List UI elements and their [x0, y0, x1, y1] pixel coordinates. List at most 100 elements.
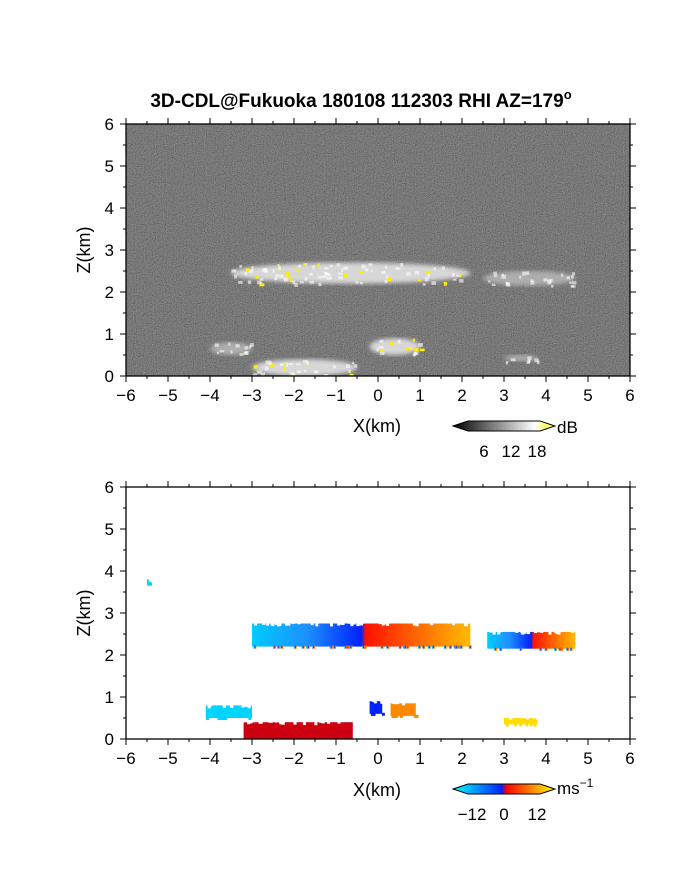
reflectivity-colorbar-bar	[451, 420, 557, 432]
velocity-echo-pixel	[455, 645, 459, 649]
reflectivity-echo-speckle	[338, 276, 343, 280]
velocity-echo-pixel	[468, 645, 472, 649]
velocity-y-tick-label: 1	[105, 688, 114, 707]
velocity-echo-pixel	[381, 622, 385, 626]
velocity-echo-pixel	[346, 645, 350, 649]
velocity-x-tick-label: 6	[625, 749, 634, 768]
velocity-echo-pixel	[529, 723, 533, 727]
velocity-echo-pixel	[149, 578, 153, 582]
reflectivity-echo-speckle	[288, 362, 294, 366]
velocity-echo-pixel	[277, 645, 281, 649]
reflectivity-echo-speckle	[534, 358, 539, 363]
reflectivity-echo-speckle	[235, 344, 240, 348]
velocity-echo-pixel	[494, 647, 498, 651]
reflectivity-echo-speckle	[459, 279, 464, 283]
velocity-x-tick-label: −5	[158, 749, 177, 768]
reflectivity-echo-speckle	[280, 274, 284, 279]
reflectivity-echo-speckle	[337, 272, 343, 275]
velocity-echo-pixel	[350, 623, 354, 627]
reflectivity-x-tick-label: 1	[415, 386, 424, 405]
velocity-echo-pixel	[252, 719, 256, 723]
velocity-echo-pixel	[536, 629, 540, 633]
velocity-echo-pixel	[459, 645, 463, 649]
velocity-echo-pixel	[566, 647, 570, 651]
velocity-echo-pixel	[497, 629, 501, 633]
reflectivity-echo-speckle	[309, 272, 313, 276]
reflectivity-y-tick-label: 5	[105, 157, 114, 176]
reflectivity-echo-speckle	[341, 268, 344, 272]
velocity-echo-pixel	[247, 705, 251, 709]
velocity-echo-pixel	[337, 720, 341, 724]
reflectivity-echo-speckle	[364, 268, 369, 272]
velocity-echo-pixel	[221, 717, 225, 720]
reflectivity-echo-speckle	[269, 360, 272, 365]
reflectivity-echo-speckle	[491, 283, 496, 287]
velocity-echo	[205, 705, 252, 718]
velocity-colorbar-bar	[451, 783, 557, 795]
velocity-echo-pixel	[269, 719, 273, 723]
velocity-echo-pixel	[327, 720, 331, 724]
velocity-echo-pixel	[249, 720, 253, 724]
velocity-echo-pixel	[285, 622, 289, 626]
velocity-echo-pixel	[371, 712, 375, 716]
velocity-echo-pixel	[414, 714, 418, 718]
velocity-echo-pixel	[360, 622, 364, 626]
reflectivity-echo-speckle	[239, 264, 242, 268]
velocity-echo-pixel	[380, 700, 384, 704]
reflectivity-echo-speckle	[543, 278, 548, 282]
reflectivity-echo-speckle	[219, 350, 225, 353]
reflectivity-echo-speckle	[304, 277, 308, 281]
velocity-echo-pixel	[430, 622, 434, 626]
velocity-echo-pixel	[321, 720, 325, 724]
reflectivity-echo-speckle	[274, 276, 278, 281]
reflectivity-echo-speckle	[408, 347, 413, 350]
reflectivity-echo-speckle	[231, 269, 237, 273]
velocity-echo-pixel	[209, 703, 213, 707]
velocity-echo-pixel	[519, 647, 523, 651]
reflectivity-echo-speckle	[419, 348, 425, 352]
reflectivity-echo-speckle	[406, 272, 411, 276]
velocity-echo-pixel	[427, 645, 431, 649]
velocity-echo-pixel	[312, 645, 316, 649]
velocity-echo-pixel	[149, 582, 153, 586]
reflectivity-colorbar-unit: dB	[557, 418, 578, 437]
reflectivity-echo-speckle	[386, 275, 389, 279]
velocity-echo-pixel	[333, 645, 337, 649]
velocity-echo-pixel	[488, 629, 492, 633]
velocity-echo-pixel	[259, 720, 263, 724]
chart-title: 3D-CDL@Fukuoka 180108 112303 RHI AZ=179o	[150, 87, 571, 112]
reflectivity-echo-speckle	[257, 370, 262, 374]
reflectivity-echo-speckle	[459, 274, 462, 278]
reflectivity-echo-speckle	[386, 277, 392, 282]
reflectivity-echo-speckle	[343, 273, 348, 277]
velocity-echo-pixel	[217, 717, 221, 720]
reflectivity-echo-speckle	[431, 281, 437, 285]
velocity-echo-pixel	[523, 630, 527, 634]
velocity-echo-pixel	[254, 622, 258, 626]
velocity-echo-pixel	[391, 714, 395, 718]
reflectivity-echo	[504, 355, 538, 362]
velocity-echo-pixel	[499, 647, 503, 651]
velocity-echo-pixel	[241, 704, 245, 708]
velocity-x-tick-label: −4	[200, 749, 219, 768]
reflectivity-echo-speckle	[395, 267, 401, 270]
velocity-echo-pixel	[278, 719, 282, 723]
reflectivity-echo-speckle	[570, 285, 576, 288]
velocity-echo-pixel	[358, 622, 362, 626]
velocity-x-tick-label: −1	[326, 749, 345, 768]
reflectivity-echo-speckle	[572, 272, 575, 276]
velocity-echo-pixel	[397, 700, 401, 704]
reflectivity-echo-speckle	[244, 346, 249, 350]
reflectivity-echo-speckle	[384, 265, 388, 269]
velocity-echo-pixel	[253, 645, 257, 649]
reflectivity-x-tick-label: −6	[116, 386, 135, 405]
reflectivity-echo-speckle	[427, 273, 431, 278]
velocity-echo-pixel	[248, 717, 252, 720]
reflectivity-echo-speckle	[253, 373, 258, 376]
reflectivity-echo-speckle	[505, 282, 510, 286]
velocity-echo-pixel	[395, 714, 399, 718]
velocity-x-axis-label: X(km)	[353, 780, 401, 800]
reflectivity-colorbar-tick: 18	[528, 442, 547, 461]
velocity-echo-pixel	[554, 647, 558, 651]
